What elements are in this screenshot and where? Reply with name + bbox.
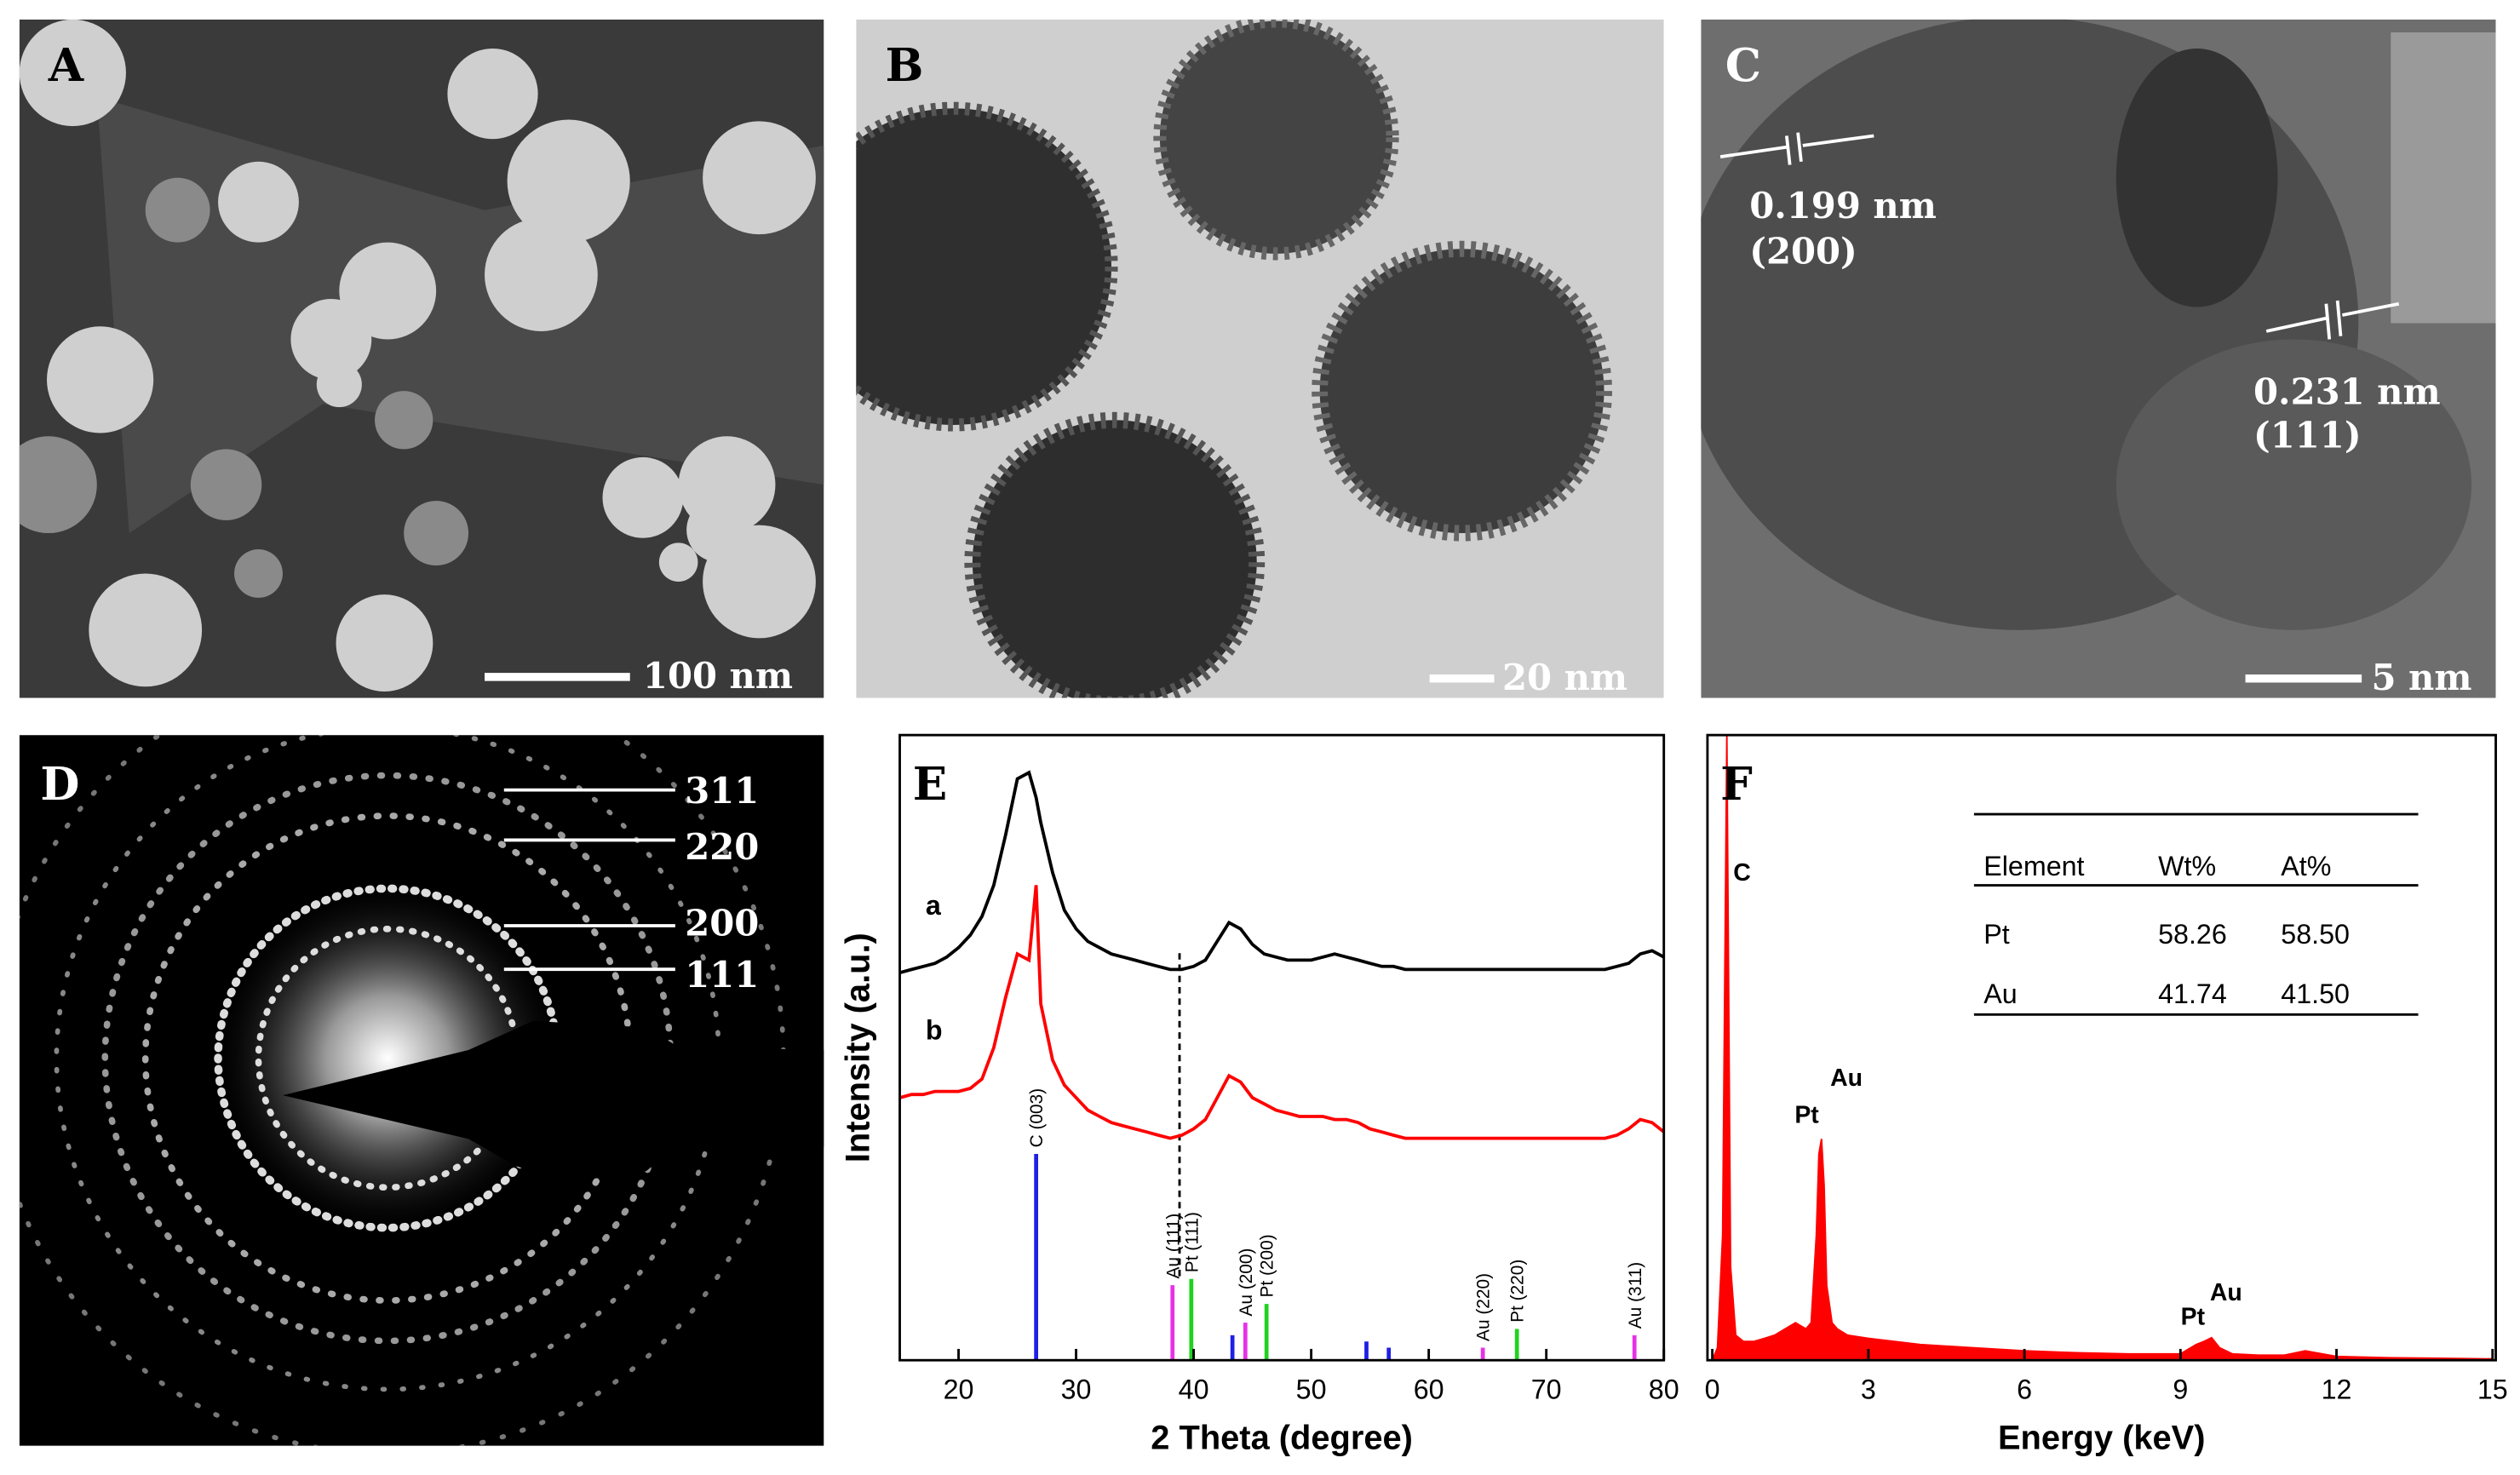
reference-label: Au (311) bbox=[1626, 1262, 1645, 1329]
center-glow bbox=[210, 880, 565, 1237]
eds-spectrum bbox=[1711, 735, 2494, 1361]
axes-frame bbox=[1706, 733, 2497, 1362]
x-tick-label: 80 bbox=[1649, 1375, 1679, 1405]
peak-label: C bbox=[1733, 859, 1751, 887]
table-cell: Pt bbox=[1983, 919, 2009, 950]
x-tick-label: 30 bbox=[1061, 1375, 1092, 1405]
panel-label: E bbox=[913, 757, 947, 811]
panel-label: A bbox=[48, 38, 84, 92]
panel-d: 311 220 200 111 D bbox=[19, 735, 824, 1446]
dim-particles bbox=[19, 177, 469, 598]
x-tick-label: 50 bbox=[1296, 1375, 1327, 1405]
series-label: a bbox=[926, 890, 942, 921]
reference-label: Pt (220) bbox=[1508, 1260, 1528, 1323]
spacing-label: 0.199 nm bbox=[1749, 185, 1937, 227]
panel-label: C bbox=[1725, 38, 1761, 92]
ring-lines bbox=[503, 788, 675, 972]
ring-label: 311 bbox=[685, 770, 759, 812]
x-tick-label: 40 bbox=[1179, 1375, 1209, 1405]
panel-label: B bbox=[885, 38, 923, 92]
particles bbox=[856, 19, 1613, 698]
table-cell: 58.50 bbox=[2281, 919, 2350, 950]
table-cell: Au bbox=[1983, 979, 2017, 1009]
spacing-label: 0.231 nm bbox=[2253, 370, 2441, 412]
peak-label: Pt bbox=[2181, 1303, 2206, 1330]
panel-label: F bbox=[1720, 757, 1753, 811]
reference-label: Pt (111) bbox=[1182, 1212, 1202, 1272]
reference-label: Pt (200) bbox=[1258, 1234, 1277, 1297]
x-tick-label: 20 bbox=[944, 1375, 974, 1405]
reference-label: Au (200) bbox=[1237, 1248, 1256, 1317]
background bbox=[2391, 32, 2496, 324]
x-axis-label: 2 Theta (degree) bbox=[1151, 1420, 1413, 1457]
plane-label: (200) bbox=[1749, 230, 1857, 272]
scale-bar-label: 20 nm bbox=[1502, 657, 1627, 698]
table-cell: 41.50 bbox=[2281, 979, 2350, 1009]
y-axis-label: Intensity (a.u.) bbox=[839, 933, 876, 1162]
crystal bbox=[2115, 49, 2278, 307]
particles bbox=[19, 19, 816, 692]
x-tick-label: 6 bbox=[2017, 1375, 2032, 1405]
table-header: Wt% bbox=[2158, 851, 2216, 881]
panel-label: D bbox=[40, 757, 79, 811]
panel-a: 100 nm A bbox=[19, 19, 824, 698]
beam-stop bbox=[282, 1020, 824, 1183]
plot-area bbox=[899, 770, 1664, 1361]
peak-label: Au bbox=[2210, 1279, 2242, 1306]
table-cell: 58.26 bbox=[2158, 919, 2227, 950]
x-tick-label: 9 bbox=[2173, 1375, 2188, 1405]
ring-label: 200 bbox=[685, 902, 759, 944]
series-label: b bbox=[926, 1015, 943, 1046]
table-header: Element bbox=[1983, 851, 2084, 881]
xrd-curve bbox=[899, 885, 1664, 1140]
x-tick-label: 70 bbox=[1531, 1375, 1562, 1405]
plane-label: (111) bbox=[2253, 415, 2362, 456]
panel-b: 20 nm B bbox=[856, 19, 1664, 698]
reference-label: Au (220) bbox=[1474, 1273, 1494, 1341]
scale-bar-label: 5 nm bbox=[2371, 657, 2471, 698]
panel-c: 0.199 nm (200) 0.231 nm (111) 5 nm C bbox=[1701, 19, 2496, 698]
plot-area bbox=[1711, 735, 2494, 1361]
xrd-curve bbox=[899, 770, 1664, 975]
peak-label: Au bbox=[1830, 1065, 1863, 1092]
table-header: At% bbox=[2281, 851, 2331, 881]
reference-label: C (003) bbox=[1027, 1088, 1047, 1148]
x-axis-label: Energy (keV) bbox=[1998, 1420, 2205, 1457]
x-tick-label: 12 bbox=[2322, 1375, 2352, 1405]
spacing-arrows bbox=[1719, 132, 2400, 340]
ring-label: 111 bbox=[685, 954, 759, 996]
crystal bbox=[2115, 339, 2472, 630]
x-tick-label: 3 bbox=[1861, 1375, 1876, 1405]
x-tick-label: 15 bbox=[2477, 1375, 2508, 1405]
scale-bar-label: 100 nm bbox=[643, 655, 793, 697]
x-tick-label: 0 bbox=[1705, 1375, 1720, 1405]
table-cell: 41.74 bbox=[2158, 979, 2227, 1009]
x-tick-label: 60 bbox=[1414, 1375, 1444, 1405]
peak-label: Pt bbox=[1794, 1101, 1819, 1128]
ring-label: 220 bbox=[685, 826, 759, 868]
reference-label: Au (111) bbox=[1163, 1214, 1183, 1279]
axes-frame bbox=[898, 733, 1666, 1362]
